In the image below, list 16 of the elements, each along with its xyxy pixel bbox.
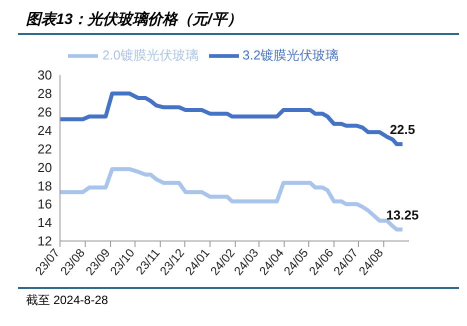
legend-label: 2.0镀膜光伏玻璃 xyxy=(102,47,198,62)
y-tick-label: 16 xyxy=(38,196,52,212)
data-label: 13.25 xyxy=(386,207,419,222)
y-tick-label: 12 xyxy=(38,234,52,249)
y-tick-label: 18 xyxy=(38,178,52,194)
data-label: 22.5 xyxy=(390,122,416,138)
y-tick-label: 22 xyxy=(38,141,52,156)
y-tick-label: 14 xyxy=(38,215,52,230)
y-tick-label: 24 xyxy=(38,122,52,138)
text: 截至 2024-8-28 xyxy=(26,293,108,307)
legend-label: 3.2镀膜光伏玻璃 xyxy=(242,47,339,62)
y-tick-label: 20 xyxy=(38,160,52,175)
y-tick-label: 26 xyxy=(38,104,52,120)
y-tick-label: 30 xyxy=(38,68,52,83)
chart-title: 图表13：光伏玻璃价格（元/平） xyxy=(18,8,459,35)
y-tick-label: 28 xyxy=(38,86,52,102)
